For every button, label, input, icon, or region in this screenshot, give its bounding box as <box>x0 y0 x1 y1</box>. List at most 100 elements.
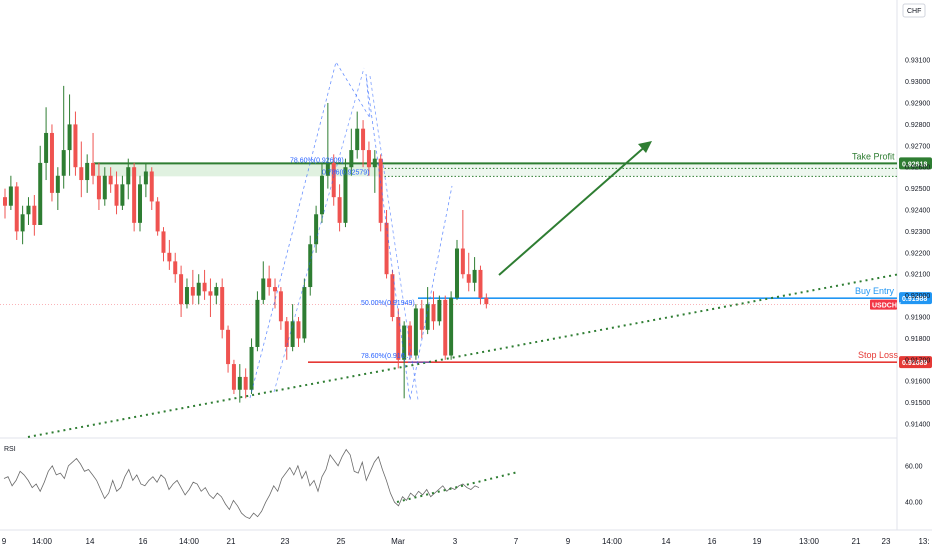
y-tick-label: 0.91700 <box>905 357 930 364</box>
candle-body <box>431 304 436 322</box>
candle-body <box>290 321 295 347</box>
candle-body <box>14 186 19 232</box>
candle-body <box>372 158 377 168</box>
candle-body <box>314 214 319 245</box>
buy-entry-price: 0.91988 <box>902 296 927 303</box>
y-tick-label: 0.92300 <box>905 229 930 236</box>
candle-body <box>155 201 160 232</box>
candle-body <box>390 274 395 317</box>
stop-loss-price-tag <box>899 356 932 369</box>
candle-body <box>190 287 195 296</box>
candle-body <box>91 162 96 176</box>
fib-label: 78.60%(0.92609) <box>290 157 344 164</box>
candle-body <box>308 244 313 288</box>
rsi-label: RSI <box>4 446 16 453</box>
x-tick-label: 9 <box>566 537 571 546</box>
candle-body <box>126 167 131 185</box>
candle-body <box>202 282 207 292</box>
candle-body <box>349 150 354 168</box>
candle-body <box>85 162 90 181</box>
fib-label: 0.786(0.92579) <box>322 169 369 176</box>
candle-body <box>3 197 7 206</box>
y-tick-label: 0.91900 <box>905 315 930 322</box>
y-tick-label: 0.93000 <box>905 79 930 86</box>
y-tick-label: 0.92700 <box>905 143 930 150</box>
candle-body <box>167 252 172 262</box>
candle-body <box>249 346 254 390</box>
candle-body <box>267 278 272 288</box>
level-lines: Take Profit 0.92618 Buy Entry 0.91988 Stop L… <box>0 151 932 369</box>
rsi-tick-label: 40.00 <box>905 500 923 507</box>
x-tick-label: 25 <box>337 537 346 546</box>
rsi-line <box>3 448 480 519</box>
x-tick-label: 23 <box>882 537 891 546</box>
take-profit-label: Take Profit <box>852 151 895 161</box>
stop-loss-label: Stop Loss <box>858 350 899 360</box>
candle-body <box>102 175 107 200</box>
candle-body <box>443 299 448 356</box>
candle-body <box>378 158 383 223</box>
candle-body <box>208 291 213 296</box>
time-axis: 9 14:00 14 16 14:00 21 23 25 Mar 3 7 9 14:00 14 16 19 13… <box>2 537 930 546</box>
candle-body <box>425 304 430 330</box>
x-tick-label: 16 <box>708 537 717 546</box>
y-tick-label: 0.92900 <box>905 101 930 108</box>
candle-body <box>143 171 148 185</box>
candle-body <box>237 376 242 390</box>
currency-label: CHF <box>907 8 921 15</box>
y-tick-label: 0.91400 <box>905 422 930 429</box>
x-tick-label: 13:00 <box>799 537 820 546</box>
candle-body <box>138 184 143 223</box>
candle-body <box>396 317 401 360</box>
candle-body <box>55 175 60 193</box>
candle-body <box>49 132 54 193</box>
candle-body <box>20 214 25 232</box>
rsi-trendline <box>396 471 519 503</box>
candle-body <box>79 167 84 181</box>
rsi-tick-label: 60.00 <box>905 463 923 470</box>
candle-body <box>337 197 342 223</box>
candle-body <box>255 299 260 347</box>
candle-body <box>243 376 248 390</box>
x-tick-label: 9 <box>2 537 7 546</box>
x-tick-label: 21 <box>852 537 861 546</box>
candle-body <box>384 222 389 275</box>
x-tick-label: 3 <box>453 537 458 546</box>
candle-body <box>402 325 407 360</box>
y-tick-label: 0.91800 <box>905 336 930 343</box>
x-tick-label: 14 <box>662 537 671 546</box>
x-tick-label: 19 <box>753 537 762 546</box>
candle-body <box>355 128 360 151</box>
candle-body <box>173 261 178 275</box>
y-tick-label: 0.92100 <box>905 272 930 279</box>
candle-body <box>32 205 37 225</box>
x-tick-label: 23 <box>281 537 290 546</box>
candle-body <box>478 269 483 298</box>
fib-retrace-line <box>273 67 365 393</box>
candle-body <box>114 184 119 206</box>
candle-body <box>120 184 125 206</box>
x-tick-label: 14:00 <box>179 537 200 546</box>
projection-arrow-head <box>638 141 652 153</box>
candle-body <box>472 269 477 283</box>
x-tick-label: 13: <box>918 537 929 546</box>
candle-body <box>454 248 459 298</box>
fib-label: 50.00%(0.91949) <box>361 300 415 307</box>
candle-body <box>366 150 371 168</box>
candle-body <box>226 329 231 365</box>
price-axis: 0.93100 0.93000 0.92900 0.92800 0.92700 0.926… <box>902 3 930 429</box>
candle-body <box>296 321 301 339</box>
y-tick-label: 0.92200 <box>905 250 930 257</box>
take-profit-zone <box>94 163 897 177</box>
x-tick-label: 14:00 <box>602 537 623 546</box>
buy-entry-price-tag <box>899 292 932 305</box>
y-tick-label: 0.92400 <box>905 208 930 215</box>
symbol-label: USDCHF <box>872 303 902 310</box>
currency-box <box>902 3 926 18</box>
candle-body <box>325 162 330 176</box>
candle-body <box>220 287 225 330</box>
symbol-tag <box>870 299 897 310</box>
candle-body <box>179 274 184 305</box>
rsi-panel: RSI 60.00 40.00 <box>3 446 923 519</box>
